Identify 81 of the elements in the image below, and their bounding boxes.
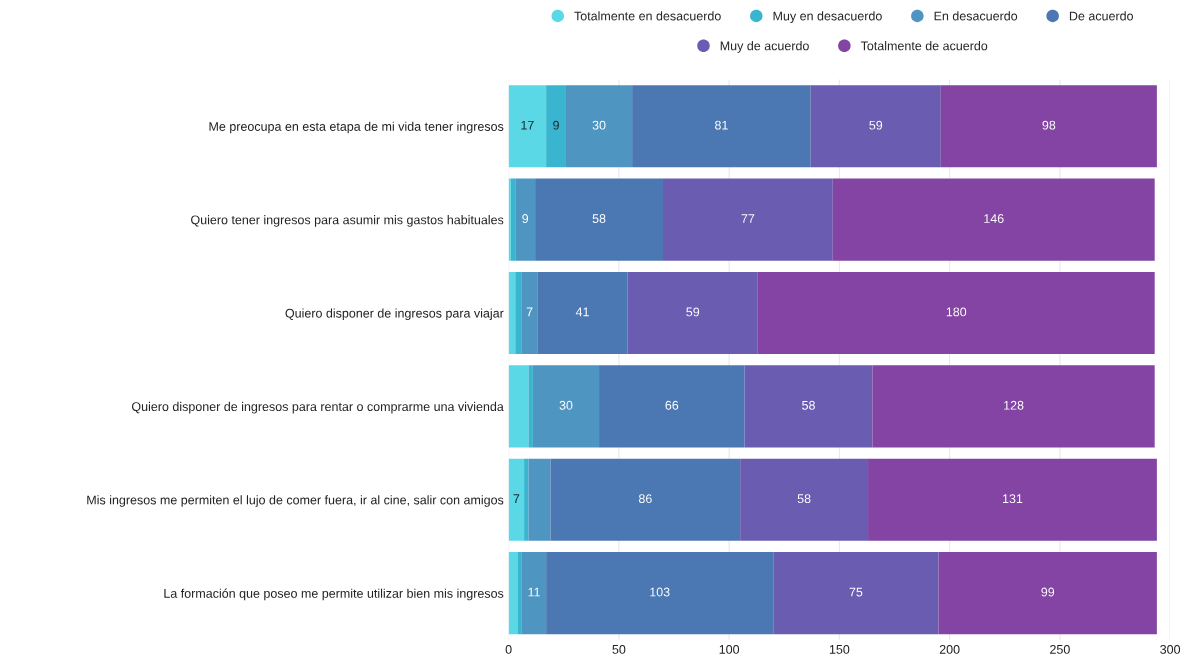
data-label: 11 [528, 587, 540, 597]
bar [627, 271, 758, 355]
data-label: 75 [849, 587, 863, 597]
bar [773, 552, 939, 635]
data-label: 41 [575, 307, 589, 317]
legend-label: Totalmente de acuerdo [860, 41, 988, 51]
bar [535, 178, 663, 261]
data-label: 81 [715, 120, 728, 130]
bar [662, 178, 833, 261]
data-label: 59 [686, 307, 700, 317]
bar [515, 271, 522, 355]
data-label: 180 [946, 307, 967, 317]
legend-label: De acuerdo [1069, 11, 1134, 21]
legend-label: Totalmente en desacuerdo [574, 11, 721, 21]
bar [872, 365, 1155, 448]
x-tick-label: 200 [939, 644, 960, 654]
data-label: 86 [638, 494, 652, 504]
data-label: 66 [665, 400, 679, 410]
bar [521, 552, 547, 635]
data-label: 9 [553, 120, 559, 130]
data-label: 17 [521, 120, 534, 130]
bar [537, 271, 628, 355]
data-label: 99 [1041, 587, 1055, 597]
bar [744, 365, 873, 448]
data-label: 58 [802, 400, 815, 410]
bar [508, 458, 525, 541]
bar [632, 85, 811, 168]
bar [546, 85, 566, 168]
y-tick-label: Quiero tener ingresos para asumir mis gastos habituales [191, 215, 504, 227]
y-tick-label: La formación que poseo me permite utilizar bien mis ingresos [164, 588, 504, 601]
bar [546, 552, 774, 635]
data-label: 98 [1042, 120, 1056, 130]
data-label: 7 [513, 494, 520, 503]
y-tick-label: Mis ingresos me permiten el lujo de comer fuera, ir al cine, salir con amigos [87, 495, 504, 507]
bar [517, 552, 522, 635]
bar [940, 85, 1157, 168]
bar [508, 85, 547, 168]
data-label: 7 [526, 307, 533, 317]
bar [508, 552, 518, 635]
x-tick-label: 250 [1050, 644, 1070, 654]
bar [508, 271, 516, 355]
bar [528, 365, 533, 448]
data-label: 77 [741, 214, 755, 223]
x-tick-label: 0 [505, 644, 512, 654]
legend-label: En desacuerdo [934, 11, 1018, 21]
data-label: 103 [650, 587, 670, 597]
y-tick-label: Quiero disponer de ingresos para rentar o comprarme una vivienda [131, 401, 504, 414]
data-label: 128 [1004, 400, 1024, 410]
bar [510, 178, 516, 261]
bar [868, 458, 1157, 541]
data-label: 58 [592, 214, 606, 223]
data-label: 131 [1002, 494, 1023, 504]
bar [528, 458, 551, 541]
bar [810, 85, 941, 168]
data-label: 30 [592, 120, 606, 130]
data-label: 30 [559, 400, 573, 410]
y-tick-label: Quiero disponer de ingresos para viajar [285, 308, 504, 321]
bar [508, 178, 511, 261]
bar [938, 552, 1157, 635]
bar [521, 271, 538, 355]
data-label: 146 [984, 214, 1004, 223]
bar [757, 271, 1155, 355]
bar [550, 458, 741, 541]
y-tick-label: Me preocupa en esta etapa de mi vida tener ingresos [209, 121, 504, 134]
x-tick-label: 150 [829, 644, 850, 654]
legend-label: Muy en desacuerdo [773, 11, 882, 23]
bar [599, 365, 745, 448]
bar [740, 458, 869, 541]
bar [524, 458, 529, 541]
data-label: 58 [797, 494, 811, 504]
data-label: 9 [522, 214, 529, 223]
x-tick-label: 300 [1160, 644, 1181, 654]
bar [832, 178, 1155, 261]
legend-label: Muy de acuerdo [720, 41, 809, 53]
bar [565, 85, 633, 168]
x-tick-label: 100 [719, 644, 740, 654]
x-tick-label: 50 [612, 644, 626, 654]
bar [508, 365, 529, 448]
data-label: 59 [869, 120, 883, 130]
bar [532, 365, 600, 448]
bar [515, 178, 536, 261]
